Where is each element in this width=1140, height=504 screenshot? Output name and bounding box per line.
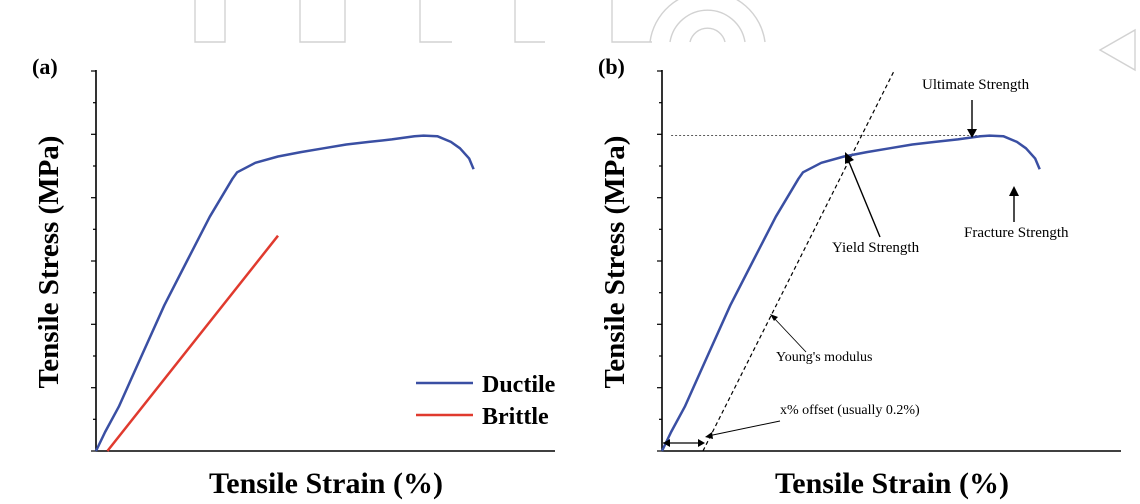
panel-b-y-axis-label: Tensile Stress (MPa) <box>599 136 631 389</box>
panel-b-label: (b) <box>598 54 625 79</box>
annotation-yield-strength: Yield Strength <box>832 240 920 256</box>
legend-ductile-label: Ductile <box>482 372 556 398</box>
panel-a-y-axis <box>91 70 97 452</box>
legend-brittle-label: Brittle <box>482 404 549 430</box>
annotation-youngs-modulus: Young's modulus <box>776 350 872 365</box>
panel-b-x-axis-label: Tensile Strain (%) <box>775 467 1009 500</box>
panel-a-ductile-line <box>94 134 475 452</box>
panel-a-label: (a) <box>32 54 58 79</box>
panel-b-y-axis <box>657 70 663 452</box>
annotation-fracture-strength: Fracture Strength <box>964 225 1069 241</box>
panel-b-offset-line <box>702 70 895 452</box>
panel-a: (a) Tensile Stress (MPa) Tensile Strain … <box>32 54 556 500</box>
panel-b-annotation-arrows <box>663 100 1019 447</box>
panel-a-legend: Ductile Brittle <box>416 372 556 430</box>
panel-a-y-axis-label: Tensile Stress (MPa) <box>33 136 65 389</box>
panel-a-brittle-line <box>106 234 279 452</box>
annotation-offset: x% offset (usually 0.2%) <box>780 403 920 418</box>
annotation-ultimate-strength: Ultimate Strength <box>922 77 1030 93</box>
panel-b: (b) Tensile Stress (MPa) Tensile Strain … <box>598 54 1121 500</box>
watermark <box>194 0 1136 72</box>
panel-b-stress-strain-line <box>660 134 1041 452</box>
panel-a-x-axis-label: Tensile Strain (%) <box>209 467 443 500</box>
